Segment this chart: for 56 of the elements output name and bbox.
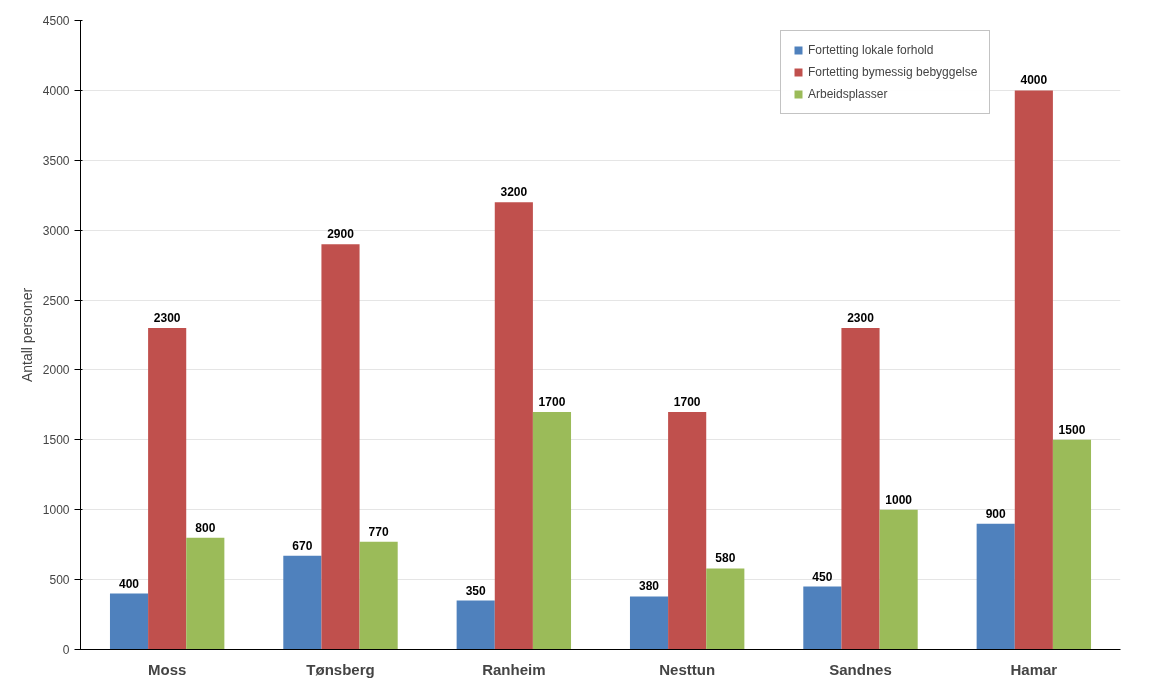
- bar: [841, 328, 880, 650]
- y-tick-label: 1000: [42, 503, 70, 518]
- data-label: 900: [985, 506, 1007, 521]
- bar: [109, 593, 149, 650]
- data-label: 2900: [327, 227, 355, 242]
- data-label: 4000: [1020, 73, 1048, 88]
- data-label: 1700: [538, 394, 566, 409]
- y-tick-label: 4000: [42, 83, 70, 98]
- x-tick-label: Moss: [148, 660, 187, 678]
- bar: [976, 523, 1015, 650]
- bar: [706, 568, 745, 650]
- bar: [1014, 90, 1053, 650]
- bar: [629, 596, 669, 650]
- data-label: 1500: [1058, 422, 1086, 437]
- y-tick-label: 500: [49, 573, 70, 588]
- bar: [879, 509, 918, 650]
- data-label: 350: [465, 583, 487, 598]
- bar: [803, 586, 842, 650]
- y-tick-label: 4500: [42, 14, 70, 28]
- bar: [283, 555, 322, 650]
- x-tick-label: Sandnes: [829, 660, 892, 678]
- legend-label: Fortetting lokale forhold: [808, 43, 934, 57]
- data-label: 1700: [673, 394, 701, 409]
- legend-label: Arbeidsplasser: [808, 87, 888, 101]
- data-label: 2300: [153, 311, 181, 326]
- bar: [321, 244, 360, 650]
- data-label: 3200: [500, 185, 528, 200]
- bar: [1052, 439, 1092, 650]
- y-tick-label: 1500: [42, 433, 70, 448]
- x-tick-label: Tønsberg: [306, 660, 375, 678]
- data-label: 450: [812, 569, 833, 584]
- data-label: 2300: [847, 311, 875, 326]
- bar: [668, 411, 707, 650]
- data-label: 380: [639, 579, 660, 594]
- y-tick-label: 2500: [42, 293, 70, 308]
- x-tick-label: Nesttun: [659, 660, 716, 678]
- x-tick-label: Ranheim: [482, 660, 546, 678]
- y-tick-label: 3000: [42, 223, 70, 238]
- data-label: 1000: [885, 492, 913, 507]
- data-label: 770: [368, 524, 389, 539]
- bar: [494, 202, 533, 650]
- bar: [186, 537, 225, 650]
- y-axis-title: Antall personer: [18, 287, 35, 383]
- y-tick-label: 0: [62, 643, 70, 657]
- bar: [359, 541, 398, 650]
- bar: [148, 328, 187, 650]
- data-label: 670: [292, 538, 313, 553]
- data-label: 580: [715, 551, 736, 566]
- data-label: 400: [119, 576, 140, 591]
- x-tick-label: Hamar: [1010, 660, 1058, 678]
- data-label: 800: [195, 520, 216, 535]
- legend-label: Fortetting bymessig bebyggelse: [808, 65, 978, 79]
- y-tick-label: 2000: [42, 363, 70, 378]
- y-tick-label: 3500: [42, 153, 70, 168]
- bar: [532, 411, 572, 650]
- bar: [456, 600, 495, 650]
